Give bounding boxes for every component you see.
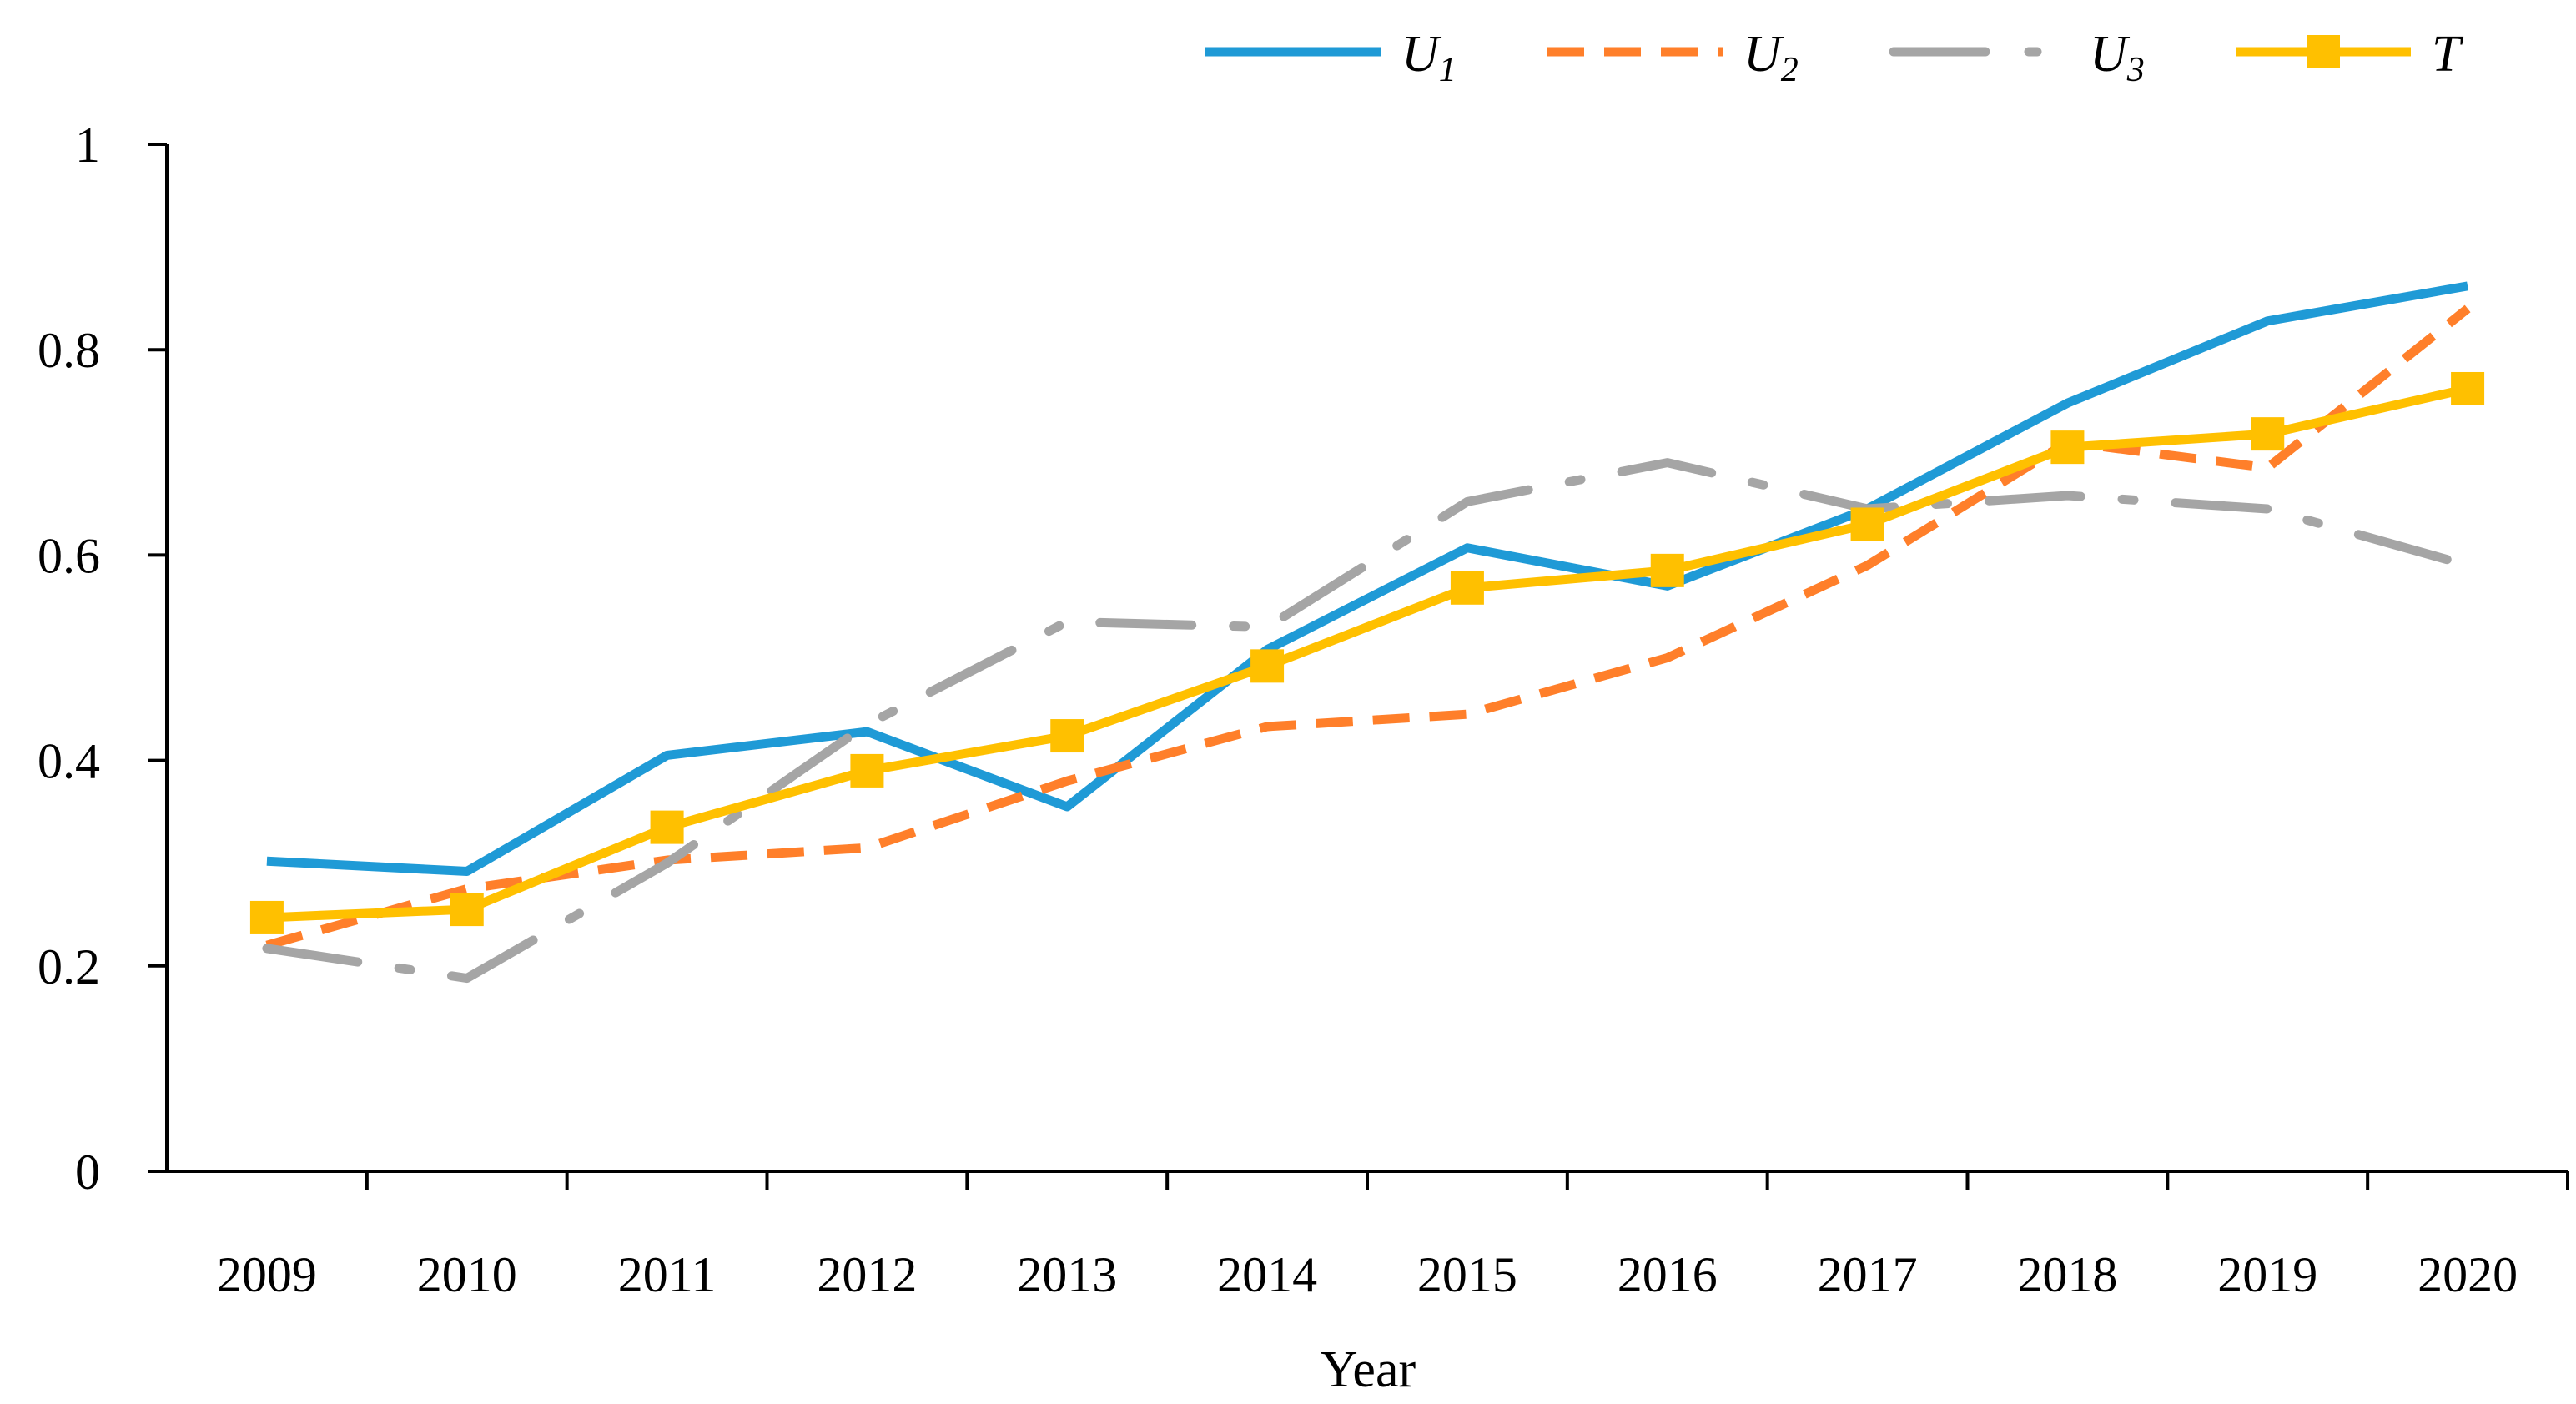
legend-label-T: T bbox=[2432, 26, 2464, 83]
y-tick-label: 0.4 bbox=[38, 734, 100, 789]
x-tick-label: 2010 bbox=[417, 1247, 517, 1302]
x-tick-label: 2019 bbox=[2217, 1247, 2317, 1302]
data-point-T bbox=[450, 893, 484, 927]
data-point-T bbox=[1850, 507, 1884, 541]
legend-label-U2: U2 bbox=[1743, 26, 1799, 89]
legend-label-subscript: 2 bbox=[1781, 51, 1799, 89]
x-tick-label: 2013 bbox=[1017, 1247, 1117, 1302]
data-point-T bbox=[2050, 430, 2085, 465]
y-tick-label: 0.2 bbox=[38, 939, 100, 994]
x-tick-label: 2014 bbox=[1217, 1247, 1317, 1302]
x-tick-label: 2012 bbox=[817, 1247, 917, 1302]
legend-label-U1: U1 bbox=[1401, 26, 1457, 89]
x-tick-label: 2016 bbox=[1618, 1247, 1718, 1302]
data-point-T bbox=[1450, 571, 1484, 605]
axes: 0 0.2 0.4 0.6 0.8 1 2009 2010 2011 2012 2013 2014 20… bbox=[38, 118, 2569, 1302]
y-tick-label: 0.8 bbox=[38, 323, 100, 378]
data-point-T bbox=[1650, 553, 1684, 587]
series-U1 bbox=[266, 281, 2469, 877]
data-point-T bbox=[2251, 417, 2285, 451]
series-T bbox=[249, 371, 2485, 934]
series-U3 bbox=[262, 458, 2473, 984]
legend-label-subscript: 3 bbox=[2126, 51, 2145, 89]
data-point-T bbox=[1250, 649, 1285, 683]
data-point-T bbox=[850, 753, 884, 788]
data-point-T bbox=[650, 810, 684, 844]
legend: U1 U2 U3 T bbox=[1205, 26, 2464, 89]
y-tick-label: 1 bbox=[75, 118, 100, 173]
x-tick-label: 2009 bbox=[217, 1247, 317, 1302]
y-tick-label: 0 bbox=[75, 1145, 100, 1200]
series-line-U3 bbox=[262, 458, 2473, 984]
x-axis-title: Year bbox=[1321, 1341, 1416, 1398]
legend-marker-T bbox=[2307, 35, 2340, 68]
x-tick-label: 2011 bbox=[618, 1247, 717, 1302]
legend-label-subscript: 1 bbox=[1439, 51, 1457, 89]
series-U2 bbox=[265, 304, 2471, 950]
series-layer bbox=[249, 281, 2485, 984]
series-line-U1 bbox=[266, 281, 2469, 877]
series-line-T bbox=[266, 384, 2469, 923]
x-tick-label: 2015 bbox=[1417, 1247, 1517, 1302]
x-tick-label: 2018 bbox=[2017, 1247, 2117, 1302]
data-point-T bbox=[2451, 371, 2485, 405]
x-tick-label: 2020 bbox=[2418, 1247, 2518, 1302]
data-point-T bbox=[249, 900, 284, 934]
data-point-T bbox=[1050, 719, 1084, 753]
y-tick-label: 0.6 bbox=[38, 528, 100, 583]
x-tick-label: 2017 bbox=[1818, 1247, 1918, 1302]
legend-label-U3: U3 bbox=[2090, 26, 2145, 89]
series-line-U2 bbox=[265, 304, 2471, 950]
